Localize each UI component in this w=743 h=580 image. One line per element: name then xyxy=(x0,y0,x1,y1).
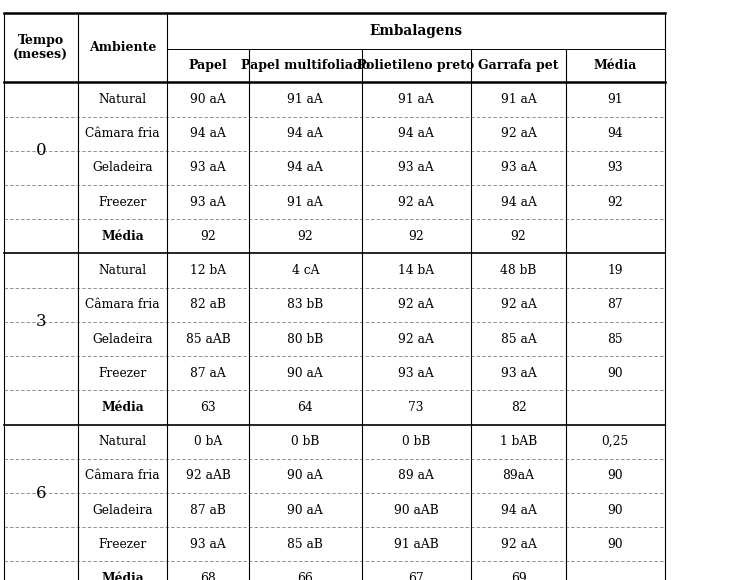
Text: 91: 91 xyxy=(607,93,623,106)
Text: 90: 90 xyxy=(607,367,623,380)
Text: 85 aB: 85 aB xyxy=(288,538,323,551)
Text: 83 bB: 83 bB xyxy=(288,298,323,311)
Text: 91 aA: 91 aA xyxy=(288,93,323,106)
Text: 92 aA: 92 aA xyxy=(398,298,434,311)
Text: 94 aA: 94 aA xyxy=(288,161,323,175)
Text: 87 aA: 87 aA xyxy=(190,367,226,380)
Text: 1 bAB: 1 bAB xyxy=(500,435,537,448)
Text: 85: 85 xyxy=(607,332,623,346)
Text: 14 bA: 14 bA xyxy=(398,264,434,277)
Text: 90 aA: 90 aA xyxy=(288,367,323,380)
Text: Ambiente: Ambiente xyxy=(89,41,156,54)
Text: 93: 93 xyxy=(607,161,623,175)
Text: 93 aA: 93 aA xyxy=(190,195,226,209)
Text: 12 bA: 12 bA xyxy=(190,264,226,277)
Text: 94 aA: 94 aA xyxy=(501,503,536,517)
Text: 48 bB: 48 bB xyxy=(501,264,536,277)
Text: 0: 0 xyxy=(36,142,46,160)
Text: 90: 90 xyxy=(607,503,623,517)
Text: 85 aAB: 85 aAB xyxy=(186,332,230,346)
Text: 66: 66 xyxy=(297,572,314,580)
Text: Freezer: Freezer xyxy=(99,538,146,551)
Text: 0 bB: 0 bB xyxy=(291,435,319,448)
Text: 69: 69 xyxy=(510,572,527,580)
Text: Natural: Natural xyxy=(99,93,146,106)
Text: Média: Média xyxy=(101,230,144,243)
Text: 91 aA: 91 aA xyxy=(288,195,323,209)
Text: 93 aA: 93 aA xyxy=(501,367,536,380)
Text: Garrafa pet: Garrafa pet xyxy=(478,59,559,72)
Text: Média: Média xyxy=(594,59,637,72)
Text: 63: 63 xyxy=(200,401,216,414)
Text: 0 bA: 0 bA xyxy=(194,435,222,448)
Text: 91 aA: 91 aA xyxy=(398,93,434,106)
Text: 92: 92 xyxy=(297,230,314,243)
Text: 68: 68 xyxy=(200,572,216,580)
Text: 19: 19 xyxy=(607,264,623,277)
Text: 89aA: 89aA xyxy=(502,469,535,483)
Text: 64: 64 xyxy=(297,401,314,414)
Text: 92 aA: 92 aA xyxy=(398,195,434,209)
Text: Papel: Papel xyxy=(189,59,227,72)
Text: 85 aA: 85 aA xyxy=(501,332,536,346)
Text: Geladeira: Geladeira xyxy=(92,332,153,346)
Text: 3: 3 xyxy=(36,313,46,331)
Text: 87: 87 xyxy=(607,298,623,311)
Text: 91 aAB: 91 aAB xyxy=(394,538,438,551)
Text: Tempo
(meses): Tempo (meses) xyxy=(13,34,68,61)
Text: Câmara fria: Câmara fria xyxy=(85,298,160,311)
Text: 80 bB: 80 bB xyxy=(288,332,323,346)
Text: 0 bB: 0 bB xyxy=(402,435,430,448)
Text: 6: 6 xyxy=(36,484,46,502)
Text: 92: 92 xyxy=(510,230,527,243)
Text: Embalagens: Embalagens xyxy=(369,24,463,38)
Text: 93 aA: 93 aA xyxy=(398,367,434,380)
Text: 82 aB: 82 aB xyxy=(190,298,226,311)
Text: Natural: Natural xyxy=(99,435,146,448)
Text: 82: 82 xyxy=(510,401,527,414)
Text: 92: 92 xyxy=(607,195,623,209)
Text: 92 aA: 92 aA xyxy=(501,298,536,311)
Text: 87 aB: 87 aB xyxy=(190,503,226,517)
Text: Natural: Natural xyxy=(99,264,146,277)
Text: 90 aA: 90 aA xyxy=(190,93,226,106)
Text: Freezer: Freezer xyxy=(99,367,146,380)
Text: 90 aAB: 90 aAB xyxy=(394,503,438,517)
Text: Câmara fria: Câmara fria xyxy=(85,469,160,483)
Text: 90 aA: 90 aA xyxy=(288,503,323,517)
Text: 73: 73 xyxy=(409,401,424,414)
Text: 93 aA: 93 aA xyxy=(190,538,226,551)
Text: 92: 92 xyxy=(200,230,216,243)
Text: 0,25: 0,25 xyxy=(602,435,629,448)
Text: 93 aA: 93 aA xyxy=(501,161,536,175)
Text: 94 aA: 94 aA xyxy=(501,195,536,209)
Text: 94 aA: 94 aA xyxy=(288,127,323,140)
Text: 90: 90 xyxy=(607,538,623,551)
Text: 92 aA: 92 aA xyxy=(501,538,536,551)
Text: 90 aA: 90 aA xyxy=(288,469,323,483)
Text: Freezer: Freezer xyxy=(99,195,146,209)
Text: Geladeira: Geladeira xyxy=(92,161,153,175)
Text: 94: 94 xyxy=(607,127,623,140)
Text: 93 aA: 93 aA xyxy=(190,161,226,175)
Text: 93 aA: 93 aA xyxy=(398,161,434,175)
Text: 92 aAB: 92 aAB xyxy=(186,469,230,483)
Text: 89 aA: 89 aA xyxy=(398,469,434,483)
Text: 92 aA: 92 aA xyxy=(501,127,536,140)
Text: 4 cA: 4 cA xyxy=(291,264,319,277)
Text: Papel multifoliado: Papel multifoliado xyxy=(241,59,370,72)
Text: Geladeira: Geladeira xyxy=(92,503,153,517)
Text: 91 aA: 91 aA xyxy=(501,93,536,106)
Text: 94 aA: 94 aA xyxy=(398,127,434,140)
Text: 92 aA: 92 aA xyxy=(398,332,434,346)
Text: 90: 90 xyxy=(607,469,623,483)
Text: Média: Média xyxy=(101,401,144,414)
Text: 67: 67 xyxy=(408,572,424,580)
Text: Polietileno preto: Polietileno preto xyxy=(357,59,475,72)
Text: Câmara fria: Câmara fria xyxy=(85,127,160,140)
Text: 94 aA: 94 aA xyxy=(190,127,226,140)
Text: Média: Média xyxy=(101,572,144,580)
Text: 92: 92 xyxy=(408,230,424,243)
